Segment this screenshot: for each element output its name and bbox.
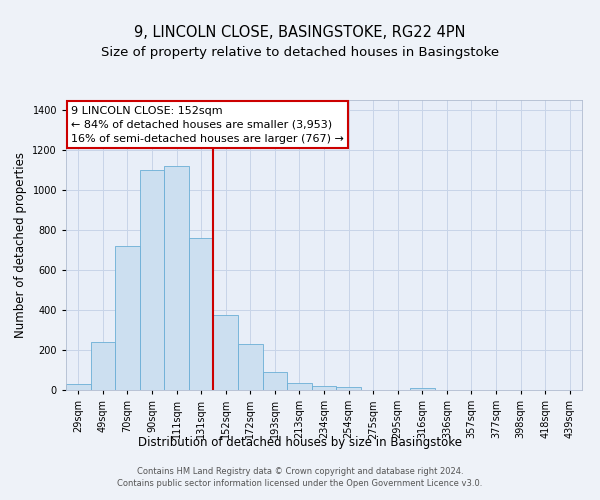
Bar xyxy=(189,238,214,390)
Text: Contains HM Land Registry data © Crown copyright and database right 2024.: Contains HM Land Registry data © Crown c… xyxy=(137,466,463,475)
Bar xyxy=(214,315,238,390)
Text: Distribution of detached houses by size in Basingstoke: Distribution of detached houses by size … xyxy=(138,436,462,449)
Bar xyxy=(140,170,164,390)
Bar xyxy=(91,342,115,390)
Bar xyxy=(263,372,287,390)
Text: 9, LINCOLN CLOSE, BASINGSTOKE, RG22 4PN: 9, LINCOLN CLOSE, BASINGSTOKE, RG22 4PN xyxy=(134,25,466,40)
Bar xyxy=(66,384,91,390)
Bar xyxy=(164,166,189,390)
Bar xyxy=(410,388,434,390)
Bar xyxy=(336,387,361,390)
Bar xyxy=(312,386,336,390)
Text: Size of property relative to detached houses in Basingstoke: Size of property relative to detached ho… xyxy=(101,46,499,59)
Text: Contains public sector information licensed under the Open Government Licence v3: Contains public sector information licen… xyxy=(118,480,482,488)
Bar xyxy=(115,246,140,390)
Bar xyxy=(238,344,263,390)
Y-axis label: Number of detached properties: Number of detached properties xyxy=(14,152,27,338)
Text: 9 LINCOLN CLOSE: 152sqm
← 84% of detached houses are smaller (3,953)
16% of semi: 9 LINCOLN CLOSE: 152sqm ← 84% of detache… xyxy=(71,106,344,144)
Bar xyxy=(287,383,312,390)
